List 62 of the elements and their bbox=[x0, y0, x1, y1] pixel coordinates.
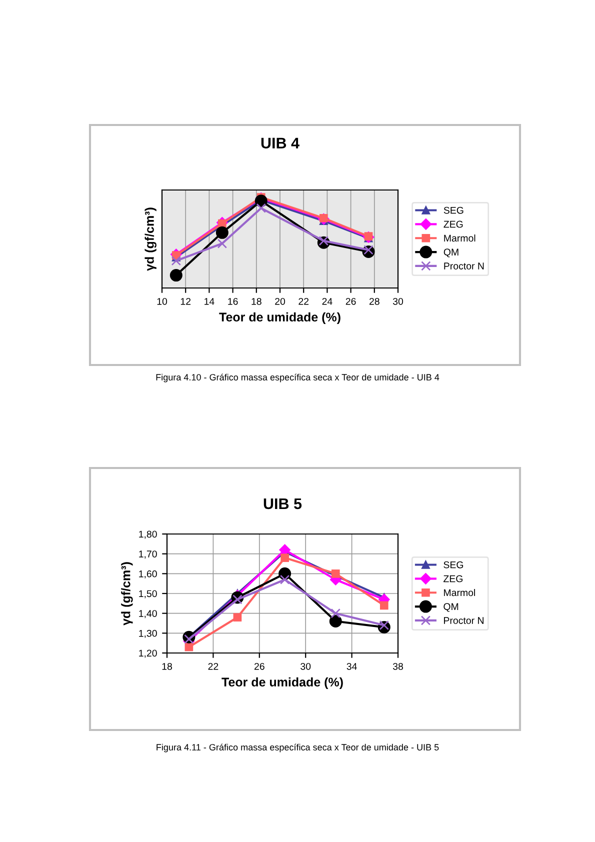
y-tick-label: 1,80 bbox=[139, 530, 157, 539]
point bbox=[171, 256, 182, 266]
point bbox=[184, 634, 194, 644]
x-tick-label: 18 bbox=[162, 662, 172, 670]
point bbox=[216, 226, 228, 239]
y-tick-label: 1,70 bbox=[139, 550, 157, 559]
point bbox=[379, 620, 389, 630]
x-tick-label: 26 bbox=[254, 662, 264, 670]
x-tick-label: 20 bbox=[275, 298, 286, 305]
point bbox=[380, 601, 388, 610]
point bbox=[280, 574, 290, 584]
point bbox=[232, 594, 242, 604]
legend-label: Marmol bbox=[444, 588, 475, 596]
y-tick-label: 1,50 bbox=[139, 590, 157, 598]
legend-label: ZEG bbox=[444, 220, 463, 228]
x-axis-title: Teor de umidade (%) bbox=[219, 312, 340, 324]
chart-title: UIB 5 bbox=[264, 498, 302, 510]
x-tick-label: 22 bbox=[208, 662, 218, 670]
text: Figura 4.11 - Gráfico massa específica seca x Teor de umidade - UIB 5 bbox=[156, 744, 439, 752]
point bbox=[254, 194, 268, 208]
x-tick-label: 38 bbox=[392, 662, 403, 670]
x-tick-label: 12 bbox=[180, 298, 191, 305]
point bbox=[279, 544, 290, 556]
x-tick-label: 30 bbox=[392, 298, 404, 305]
x-tick-label: 16 bbox=[228, 298, 238, 305]
x-tick-label: 34 bbox=[346, 662, 357, 670]
legend-label: SEG bbox=[444, 206, 464, 214]
legend-label: Marmol bbox=[444, 234, 476, 242]
point bbox=[280, 554, 289, 562]
y-axis-title: γd (gf/cm³) bbox=[121, 562, 133, 626]
point bbox=[329, 615, 342, 628]
x-axis-title: Teor de umidade (%) bbox=[222, 677, 343, 689]
y-tick-label: 1,30 bbox=[139, 630, 157, 638]
x-tick-label: 26 bbox=[346, 298, 356, 305]
point bbox=[256, 203, 266, 214]
point bbox=[319, 214, 328, 222]
point bbox=[217, 238, 228, 248]
point bbox=[364, 245, 374, 255]
y-axis-title: γd (gf/cm³) bbox=[144, 208, 156, 271]
x-tick-label: 18 bbox=[252, 298, 262, 305]
x-tick-label: 10 bbox=[157, 298, 168, 305]
y-tick-label: 1,40 bbox=[139, 610, 157, 618]
point bbox=[184, 642, 194, 652]
point bbox=[318, 236, 329, 246]
legend-label: QM bbox=[444, 603, 458, 612]
x-tick-label: 30 bbox=[300, 662, 311, 670]
x-tick-label: 24 bbox=[322, 298, 332, 305]
x-tick-label: 28 bbox=[369, 298, 380, 305]
legend-label: Proctor N bbox=[444, 617, 484, 624]
legend-label: ZEG bbox=[444, 575, 462, 582]
legend-label: QM bbox=[444, 248, 458, 258]
legend-label: Proctor N bbox=[444, 262, 484, 270]
point bbox=[233, 613, 242, 622]
point bbox=[170, 269, 182, 282]
y-tick-label: 1,20 bbox=[139, 650, 157, 658]
x-tick-label: 22 bbox=[298, 298, 309, 305]
text: Figura 4.10 - Gráfico massa específica seca x Teor de umidade - UIB 4 bbox=[156, 374, 440, 382]
x-tick-label: 14 bbox=[204, 298, 214, 305]
y-tick-label: 1,60 bbox=[139, 570, 157, 578]
point bbox=[330, 608, 340, 618]
chart-title: UIB 4 bbox=[261, 138, 300, 148]
legend-label: SEG bbox=[444, 561, 464, 568]
